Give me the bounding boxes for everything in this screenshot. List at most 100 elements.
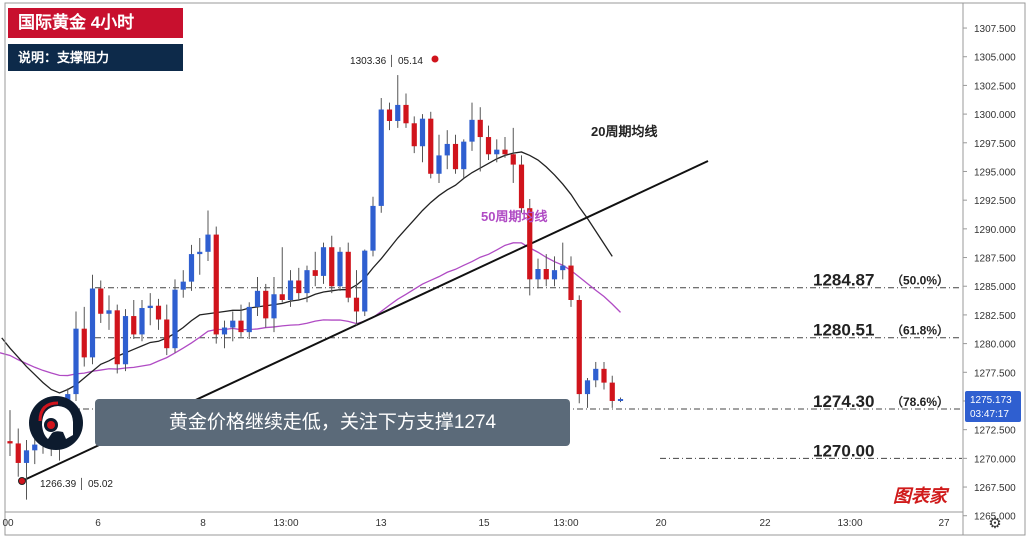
candle-down [403,104,409,124]
fib-level-value: 1280.51 [813,321,874,340]
candle-down [601,368,607,383]
candle-down [155,305,162,320]
candle-down [428,118,434,174]
candle-down [502,149,508,155]
current-price-tag [965,390,1021,422]
candle-up [147,305,153,309]
candle-down [213,234,219,335]
candle-down [510,154,516,165]
time-tick-label: 00 [2,518,14,529]
candle-down [345,251,351,298]
candle-up [494,149,500,155]
candle-up [535,269,541,280]
price-tick-label: 1300.000 [974,110,1016,121]
price-tick-label: 1290.000 [974,225,1016,236]
countdown-label: 03:47:17 [970,409,1009,420]
brand-logo: 图表家 [893,486,947,506]
candle-down [131,316,137,335]
low-marker [18,477,26,485]
candle-up [370,205,376,251]
candle-down [543,269,549,280]
candle-up [461,141,467,170]
candle-up [287,280,294,300]
time-tick-label: 20 [655,518,667,529]
candle-down [296,280,302,294]
price-tick-label: 1302.500 [974,81,1016,92]
candle-up [395,104,401,121]
candle-up [419,118,426,147]
candle-down [353,297,360,312]
candle-down [164,319,170,349]
time-tick-label: 13 [375,518,387,529]
time-tick-label: 27 [938,518,950,529]
candle-up [188,254,195,282]
price-tick-label: 1305.000 [974,53,1016,64]
price-tick-label: 1267.500 [974,483,1016,494]
candle-down [279,294,285,300]
candle-up [436,155,442,174]
candle-down [518,164,525,209]
chart-subtitle: 说明：支撑阻力 [8,44,183,71]
time-tick-label: 8 [200,518,206,529]
candle-down [485,137,492,155]
candle-down [609,382,615,401]
price-tick-label: 1285.000 [974,282,1016,293]
price-tick-label: 1272.500 [974,426,1016,437]
high-marker [431,55,439,63]
candle-up [320,247,327,276]
candle-up [221,327,228,335]
candle-up [32,444,38,451]
candle-down [411,123,417,147]
candle-up [172,289,178,349]
candle-up [378,109,384,206]
time-tick-label: 15 [478,518,490,529]
candle-down [81,328,87,358]
analysis-banner: 黄金价格继续走低，关注下方支撑1274 [95,399,570,446]
candle-up [254,290,261,307]
fib-level-percent: （50.0%） [891,273,949,288]
chart-title: 国际黄金 4小时 [8,8,183,38]
candle-up [584,380,591,395]
candle-down [386,109,393,121]
price-tick-label: 1295.000 [974,167,1016,178]
candle-up [139,308,145,335]
candle-down [312,270,318,276]
ma20-label: 20周期均线 [591,124,657,139]
time-tick-label: 13:00 [273,518,298,529]
candle-up [122,316,129,365]
candle-down [98,288,104,314]
fib-level-percent: （61.8%） [891,323,949,338]
price-tick-label: 1265.000 [974,512,1016,523]
candle-down [238,320,244,333]
fib-level-value: 1274.30 [813,392,874,411]
ma50-line [0,242,621,377]
time-tick-label: 6 [95,518,101,529]
price-tick-label: 1280.000 [974,340,1016,351]
candle-up [73,328,79,395]
candle-down [576,299,582,395]
low-label: 1266.39 │ 05.02 [40,477,113,491]
price-tick-label: 1297.500 [974,139,1016,150]
candle-down [7,441,13,444]
current-price-label: 1275.173 [970,395,1012,406]
candle-up [362,250,368,312]
price-tick-label: 1277.500 [974,368,1016,379]
candle-up [560,265,566,271]
candle-up [230,320,236,328]
candle-up [337,251,343,287]
time-tick-label: 13:00 [837,518,862,529]
candle-up [23,450,30,463]
candle-up [444,143,450,156]
fib-level-percent: （78.6%） [891,394,949,409]
candle-down [527,208,533,280]
candle-up [106,310,112,314]
headset-analyst-icon [29,396,83,450]
high-label: 1303.36 │ 05.14 [350,54,423,68]
time-tick-label: 22 [759,518,771,529]
price-tick-label: 1307.500 [974,24,1016,35]
candle-down [477,119,483,138]
candle-down [263,290,269,319]
gear-icon[interactable]: ⚙ [988,515,1002,532]
